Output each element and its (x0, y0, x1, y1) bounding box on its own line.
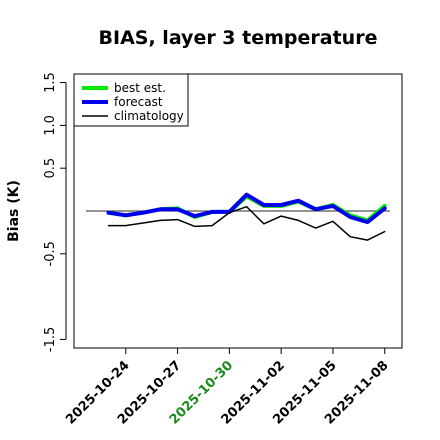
legend-box (73, 73, 189, 127)
x-axis: 2025-10-242025-10-272025-10-302025-11-02… (63, 347, 392, 428)
series-layer (106, 192, 387, 241)
legend-entry-label: forecast (114, 95, 163, 109)
legend-entry-label: best est. (114, 81, 166, 95)
y-tick-label: -0.5 (43, 241, 58, 266)
y-tick-label: 1.5 (43, 72, 58, 93)
chart-title: BIAS, layer 3 temperature (99, 27, 378, 49)
y-tick-label: 1.0 (43, 115, 58, 136)
y-axis: -1.5 -0.5 0.5 1.0 1.5 (43, 72, 67, 352)
legend-entry-label: climatology (114, 109, 184, 123)
series-line-climatology (107, 205, 386, 241)
y-tick-label: -1.5 (43, 327, 58, 352)
y-axis-label: Bias (K) (6, 180, 22, 242)
y-tick-label: 0.5 (43, 158, 58, 179)
series-line-forecast (106, 192, 387, 225)
series-line-best-est (106, 194, 387, 223)
